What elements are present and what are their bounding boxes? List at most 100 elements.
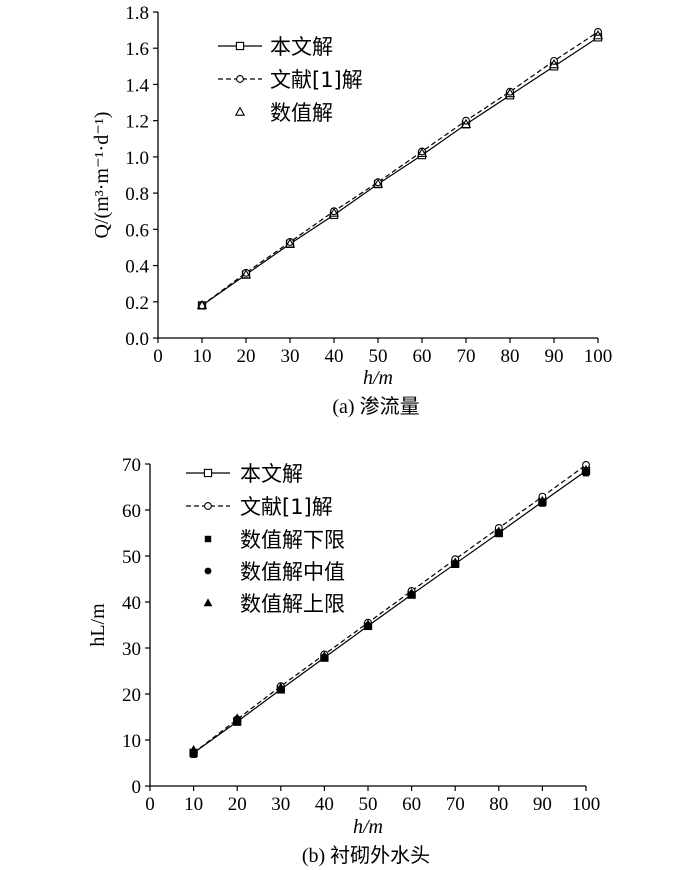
series-5 — [189, 464, 591, 753]
y-tick-label: 1.4 — [125, 75, 149, 96]
legend-entry: 本文解 — [218, 35, 333, 59]
data-point — [494, 526, 504, 535]
x-tick-label: 20 — [228, 794, 247, 815]
x-tick-label: 50 — [359, 794, 378, 815]
chart-panel-a: 0 10 20 30 40 50 60 70 80 90 100 0.0 0.2 0.4 0.6 0.8 1.0… — [91, 3, 612, 418]
data-point — [372, 178, 384, 188]
series-line — [201, 36, 599, 306]
data-point — [407, 588, 416, 596]
legend-marker — [236, 75, 244, 83]
y-tick-label: 70 — [122, 455, 141, 476]
y-tick-label: 1.0 — [125, 148, 149, 169]
legend-label: 文献[1]解 — [240, 495, 333, 519]
y-tick-label: 0.6 — [125, 220, 149, 241]
series-1 — [197, 33, 603, 310]
y-tick-label: 1.6 — [125, 39, 149, 60]
x-tick-label: 80 — [501, 346, 520, 367]
y-tick-label: 50 — [122, 547, 141, 568]
x-tick-label: 40 — [325, 346, 344, 367]
legend-label: 数值解中值 — [240, 560, 345, 584]
legend-entry: 本文解 — [186, 462, 303, 486]
data-point — [276, 682, 286, 691]
y-tick-label: 0.4 — [125, 257, 149, 278]
y-tick-label: 1.2 — [125, 112, 149, 133]
x-tick-label: 30 — [281, 346, 300, 367]
x-tick-label: 50 — [369, 346, 388, 367]
x-tick-label: 90 — [533, 794, 552, 815]
figure-caption: (b) 衬砌外水头 — [302, 844, 430, 867]
legend-entry: 数值解 — [234, 101, 333, 125]
data-point — [363, 619, 373, 628]
data-point — [284, 238, 296, 248]
legend-entry: 文献[1]解 — [218, 68, 363, 92]
x-tick-label: 70 — [457, 346, 476, 367]
series-3 — [196, 30, 604, 310]
x-tick-label: 10 — [193, 346, 212, 367]
figure-caption: (a) 渗流量 — [332, 395, 419, 418]
data-point — [196, 299, 208, 310]
x-tick-label: 60 — [413, 346, 432, 367]
legend-entry: 数值解上限 — [203, 592, 345, 616]
data-point — [416, 147, 428, 158]
legend-marker — [203, 468, 213, 478]
y-tick-label: 20 — [122, 685, 141, 706]
data-point — [240, 269, 252, 279]
x-tick-label: 0 — [145, 794, 155, 815]
x-tick-label: 70 — [446, 794, 465, 815]
chart-panel-b: 0 10 20 30 40 50 60 70 80 90 100 0 10 20 30 40 50 60 70 h/m… — [87, 455, 600, 867]
y-axis-label: hL/m — [87, 603, 109, 647]
y-tick-label: 0.0 — [125, 329, 149, 350]
legend-label: 文献[1]解 — [270, 68, 363, 92]
data-point — [581, 464, 591, 473]
series-line — [193, 464, 587, 754]
x-tick-label: 10 — [184, 794, 203, 815]
legend-label: 数值解上限 — [240, 592, 345, 616]
y-tick-label: 0.8 — [125, 184, 149, 205]
y-tick-label: 60 — [122, 501, 141, 522]
data-point — [548, 58, 560, 69]
data-point — [538, 495, 547, 504]
legend-marker — [234, 106, 246, 116]
y-axis-label: Q/(m³·m⁻¹·d⁻¹) — [91, 112, 113, 239]
x-tick-label: 100 — [584, 346, 613, 367]
legend-marker — [204, 502, 212, 510]
x-tick-label: 40 — [315, 794, 334, 815]
y-tick-label: 10 — [122, 731, 141, 752]
data-point — [460, 118, 472, 129]
data-point — [504, 87, 516, 98]
legend-label: 数值解下限 — [240, 528, 345, 552]
legend-label: 本文解 — [270, 35, 333, 59]
legend-entry: 数值解中值 — [204, 560, 345, 584]
x-tick-label: 100 — [572, 794, 601, 815]
legend-label: 数值解 — [270, 101, 333, 125]
series-2 — [198, 27, 602, 310]
x-tick-label: 60 — [402, 794, 421, 815]
y-tick-label: 1.8 — [125, 3, 149, 24]
y-tick-label: 30 — [122, 639, 141, 660]
data-point — [450, 557, 460, 566]
x-axis-label: h/m — [363, 367, 393, 389]
y-tick-label: 0 — [132, 777, 142, 798]
x-tick-label: 80 — [489, 794, 508, 815]
x-axis-label: h/m — [353, 816, 383, 838]
y-tick-label: 40 — [122, 593, 141, 614]
legend-marker — [235, 41, 245, 51]
data-point — [328, 207, 340, 217]
legend-marker — [203, 598, 213, 607]
series-line — [193, 470, 587, 754]
data-point — [320, 651, 329, 660]
x-tick-label: 0 — [153, 346, 163, 367]
series-line — [201, 31, 599, 306]
y-tick-label: 0.2 — [125, 293, 149, 314]
legend-entry: 数值解下限 — [204, 528, 345, 552]
x-tick-label: 30 — [271, 794, 290, 815]
legend-marker — [204, 535, 212, 543]
data-point — [189, 745, 198, 753]
legend-marker — [204, 567, 212, 575]
x-tick-label: 90 — [545, 346, 564, 367]
legend-label: 本文解 — [240, 462, 303, 486]
x-tick-label: 20 — [237, 346, 256, 367]
data-point — [592, 30, 604, 40]
legend-entry: 文献[1]解 — [186, 495, 333, 519]
